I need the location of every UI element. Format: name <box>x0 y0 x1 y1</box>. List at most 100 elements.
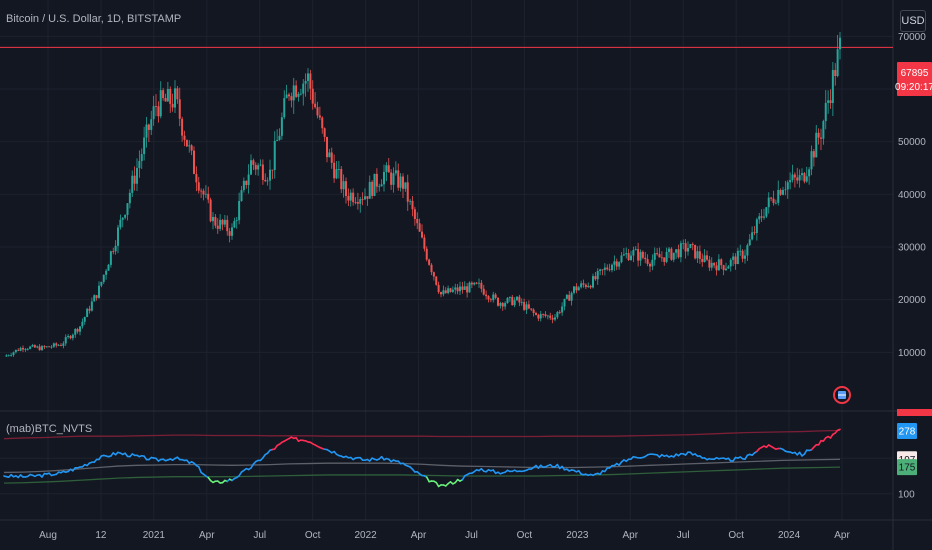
candle <box>383 164 385 192</box>
nvts-indicator[interactable] <box>3 428 841 488</box>
candle <box>380 179 383 187</box>
candle <box>596 268 599 285</box>
candle <box>204 185 207 198</box>
candle <box>62 341 65 349</box>
candle <box>473 282 476 286</box>
candle <box>727 265 730 269</box>
candle <box>451 286 454 293</box>
candle <box>421 224 423 239</box>
candle <box>508 296 511 302</box>
candle <box>435 276 438 286</box>
candle <box>798 169 801 188</box>
price-candles[interactable] <box>5 31 841 357</box>
candle <box>197 176 200 194</box>
candle <box>93 294 96 302</box>
candle <box>782 186 784 196</box>
candle <box>181 116 184 142</box>
candle <box>356 192 359 210</box>
candle <box>316 101 319 119</box>
event-marker-icon[interactable] <box>833 386 851 404</box>
candle <box>212 212 214 230</box>
candle <box>233 217 236 229</box>
candle <box>549 312 552 321</box>
candle <box>789 172 792 190</box>
candle <box>506 297 509 304</box>
time-axis[interactable]: Aug 12 2021 Apr Jul Oct 2022 Apr Jul Oct 2023 Apr Ju… <box>39 530 850 541</box>
candle <box>418 218 421 232</box>
candle <box>805 166 808 183</box>
candle <box>801 168 803 181</box>
candle <box>178 87 181 127</box>
candle <box>10 352 13 357</box>
candle <box>646 254 649 267</box>
candle <box>611 263 613 273</box>
candle <box>542 313 545 318</box>
candle <box>456 284 459 295</box>
candle <box>242 177 245 193</box>
candle <box>214 214 217 229</box>
candle <box>649 262 651 273</box>
candle <box>470 281 473 288</box>
candle <box>708 255 711 272</box>
candle <box>143 126 146 161</box>
candle <box>482 284 485 296</box>
candle <box>150 110 153 135</box>
candle <box>133 166 136 191</box>
candle <box>803 171 806 184</box>
candle <box>511 294 514 306</box>
candle <box>354 197 357 205</box>
candle <box>406 174 409 211</box>
candle <box>660 251 663 262</box>
candle <box>753 226 756 236</box>
candle <box>672 252 675 263</box>
bar-countdown: 09:20:17 <box>895 82 932 93</box>
currency-button[interactable]: USD <box>900 10 926 32</box>
candle <box>5 354 8 357</box>
upper-band-badge <box>897 409 932 416</box>
candle <box>323 127 326 142</box>
candle <box>283 90 286 120</box>
candle <box>432 271 435 281</box>
candle <box>734 253 737 270</box>
candle <box>746 243 749 262</box>
candle <box>121 217 124 228</box>
candle <box>430 263 433 276</box>
candle <box>732 252 735 267</box>
candle <box>501 301 504 311</box>
indicator-title[interactable]: (mab)BTC_NVTS <box>6 423 92 435</box>
candle <box>174 80 176 113</box>
candle <box>755 217 758 241</box>
candle <box>592 273 594 289</box>
candle <box>200 188 203 198</box>
candle <box>157 101 160 123</box>
candle <box>86 307 89 318</box>
candle <box>687 241 689 256</box>
candle <box>342 174 345 198</box>
time-tick-label: Apr <box>622 530 638 541</box>
mid-band-line <box>3 458 841 474</box>
candle <box>14 349 17 354</box>
candle <box>537 313 540 322</box>
candle <box>88 305 91 314</box>
candle <box>307 68 309 92</box>
candle <box>758 212 761 224</box>
candle <box>17 348 20 352</box>
candle <box>839 31 841 60</box>
candle <box>791 164 794 183</box>
candle <box>608 263 611 272</box>
candle <box>817 128 820 145</box>
time-tick-label: 2023 <box>566 530 589 541</box>
indicator-badge: 175 <box>897 459 917 476</box>
candle <box>601 269 604 276</box>
candle <box>119 214 122 230</box>
candle <box>375 168 378 193</box>
candle <box>810 145 813 176</box>
candle <box>259 159 262 167</box>
candle <box>52 342 55 348</box>
candle <box>257 162 260 176</box>
candle <box>231 223 233 240</box>
candle <box>136 158 138 191</box>
candle <box>760 209 763 222</box>
candle <box>492 291 495 303</box>
